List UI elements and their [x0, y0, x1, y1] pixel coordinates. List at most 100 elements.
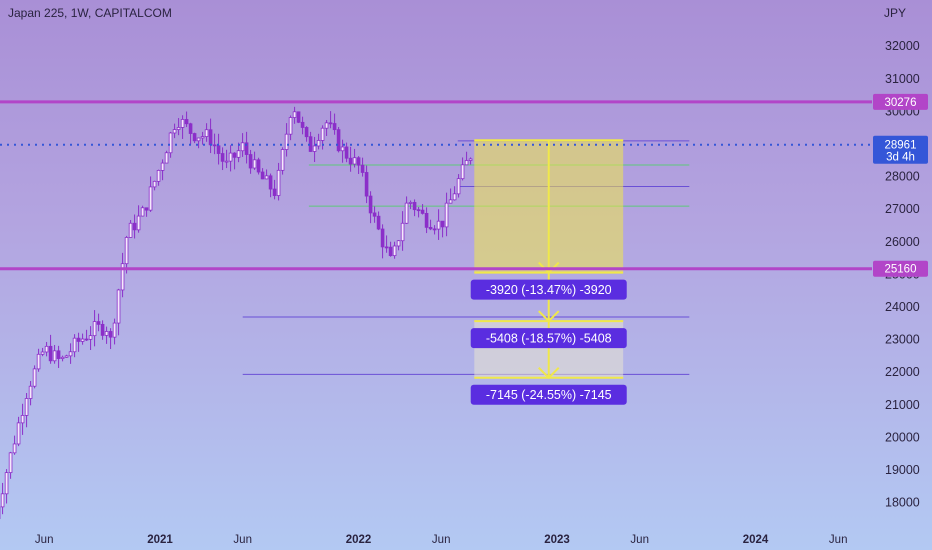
candle-body[interactable] — [412, 202, 417, 211]
candle-body[interactable] — [300, 121, 305, 128]
candle-body[interactable] — [116, 289, 121, 324]
candle-body[interactable] — [428, 226, 433, 230]
candle-body[interactable] — [44, 345, 49, 353]
candle-body[interactable] — [252, 159, 257, 169]
candle-body[interactable] — [324, 122, 329, 129]
candle-body[interactable] — [432, 228, 437, 231]
candle-body[interactable] — [160, 162, 165, 171]
candle-body[interactable] — [64, 355, 69, 358]
candle-body[interactable] — [248, 154, 253, 169]
candle-body[interactable] — [40, 351, 45, 355]
candle-body[interactable] — [304, 127, 309, 138]
candle-body[interactable] — [164, 152, 169, 164]
candle-body[interactable] — [144, 207, 149, 211]
candle-body[interactable] — [32, 368, 37, 387]
price-level-badge[interactable] — [873, 93, 928, 110]
candle-body[interactable] — [220, 153, 225, 162]
candle-body[interactable] — [336, 129, 341, 152]
candle-body[interactable] — [232, 152, 237, 158]
candle-body[interactable] — [320, 127, 325, 141]
candle-body[interactable] — [148, 186, 153, 211]
candle-body[interactable] — [52, 350, 57, 362]
candle-body[interactable] — [84, 338, 89, 341]
candle-body[interactable] — [368, 195, 373, 214]
candle-body[interactable] — [88, 335, 93, 340]
price-level-badge[interactable] — [873, 260, 928, 277]
candle-body[interactable] — [28, 385, 33, 399]
candle-body[interactable] — [316, 140, 321, 147]
candle-body[interactable] — [4, 472, 9, 495]
candle-body[interactable] — [292, 111, 297, 118]
candle-body[interactable] — [272, 188, 277, 196]
candle-body[interactable] — [136, 215, 141, 231]
candle-body[interactable] — [284, 133, 289, 150]
candle-body[interactable] — [20, 415, 25, 424]
candle-body[interactable] — [120, 263, 125, 291]
candle-body[interactable] — [176, 127, 181, 130]
candle-body[interactable] — [420, 209, 425, 214]
candle-body[interactable] — [192, 133, 197, 142]
candle-body[interactable] — [332, 123, 337, 131]
candle-body[interactable] — [240, 142, 245, 152]
current-price-badge[interactable] — [873, 135, 928, 164]
candle-body[interactable] — [256, 159, 261, 173]
candle-body[interactable] — [388, 246, 393, 257]
candle-body[interactable] — [264, 175, 269, 180]
candle-body[interactable] — [352, 157, 357, 165]
candle-body[interactable] — [48, 345, 53, 362]
candle-body[interactable] — [404, 202, 409, 224]
candle-body[interactable] — [296, 111, 301, 123]
candle-body[interactable] — [236, 150, 241, 158]
candle-body[interactable] — [456, 178, 461, 195]
candle-body[interactable] — [36, 353, 41, 370]
candle-body[interactable] — [396, 240, 401, 247]
candle-body[interactable] — [276, 169, 281, 196]
candle-body[interactable] — [172, 129, 177, 134]
candle-body[interactable] — [340, 146, 345, 152]
candle-body[interactable] — [416, 209, 421, 212]
candle-body[interactable] — [344, 146, 349, 159]
candle-body[interactable] — [200, 136, 205, 139]
candle-body[interactable] — [188, 123, 193, 134]
candle-body[interactable] — [68, 351, 73, 357]
candle-body[interactable] — [56, 350, 61, 359]
candle-body[interactable] — [112, 322, 117, 338]
candle-body[interactable] — [76, 337, 81, 342]
candle-body[interactable] — [184, 119, 189, 125]
candle-body[interactable] — [376, 215, 381, 230]
candle-body[interactable] — [8, 452, 13, 474]
candle-body[interactable] — [132, 222, 137, 231]
candle-body[interactable] — [464, 160, 469, 166]
candle-body[interactable] — [468, 158, 473, 161]
candle-body[interactable] — [72, 337, 77, 353]
candle-body[interactable] — [140, 207, 145, 217]
candle-body[interactable] — [124, 237, 129, 265]
measure-label-badge[interactable] — [470, 328, 627, 349]
candle-body[interactable] — [356, 157, 361, 166]
candle-body[interactable] — [312, 145, 317, 152]
candle-body[interactable] — [244, 142, 249, 155]
candle-body[interactable] — [152, 180, 157, 188]
candle-body[interactable] — [280, 149, 285, 171]
candle-body[interactable] — [448, 199, 453, 204]
candle-body[interactable] — [364, 172, 369, 197]
candle-body[interactable] — [168, 132, 173, 154]
candle-body[interactable] — [444, 202, 449, 228]
candle-body[interactable] — [196, 137, 201, 142]
measure-label-badge[interactable] — [470, 279, 627, 300]
candle-body[interactable] — [16, 422, 21, 445]
candle-body[interactable] — [384, 246, 389, 249]
candle-body[interactable] — [440, 220, 445, 228]
candle-body[interactable] — [408, 202, 413, 204]
candle-body[interactable] — [460, 164, 465, 180]
candle-body[interactable] — [100, 323, 105, 336]
candle-body[interactable] — [180, 119, 185, 128]
candle-body[interactable] — [104, 331, 109, 336]
candle-body[interactable] — [204, 129, 209, 137]
candle-body[interactable] — [260, 171, 265, 180]
candle-body[interactable] — [208, 129, 213, 146]
candle-body[interactable] — [348, 157, 353, 165]
candle-body[interactable] — [224, 160, 229, 163]
